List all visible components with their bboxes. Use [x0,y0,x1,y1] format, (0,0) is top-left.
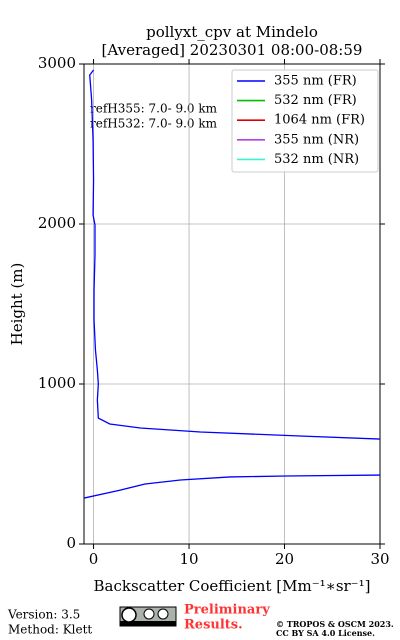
annotation: refH355: 7.0- 9.0 km [90,102,218,116]
legend-box [231,69,379,173]
legend-label: 355 nm (NR) [274,132,359,147]
version: Version: 3.5 [7,608,80,622]
x-tick-label: 20 [275,550,294,568]
chart-title: pollyxt_cpv at Mindelo [146,23,318,41]
annotation: refH532: 7.0- 9.0 km [90,117,218,131]
x-axis-label: Backscatter Coefficient [Mm⁻¹∗sr⁻¹] [94,577,371,595]
plot-frame [83,63,381,545]
legend-label: 355 nm (FR) [274,74,357,89]
legend-label: 1064 nm (FR) [274,113,365,128]
y-tick-label: 1000 [38,374,76,392]
y-axis-label: Height (m) [8,263,26,346]
legend-label: 532 nm (NR) [274,152,359,167]
x-tick-label: 10 [179,550,198,568]
preliminary: Results. [184,618,243,633]
data-line [89,69,380,440]
copyright: © TROPOS & OSCM 2023. [276,619,394,629]
y-tick-label: 2000 [38,214,76,232]
legend-label: 532 nm (FR) [274,93,357,108]
cc-logo [119,606,177,627]
preliminary: Preliminary [184,603,270,618]
data-line [84,474,380,499]
x-tick-label: 0 [89,550,99,568]
license: CC BY SA 4.0 License. [276,628,375,638]
chart-subtitle: [Averaged] 20230301 08:00-08:59 [102,41,363,59]
y-tick-label: 0 [66,534,76,552]
method: Method: Klett [8,623,92,637]
x-tick-label: 30 [370,550,389,568]
y-tick-label: 3000 [38,54,76,72]
